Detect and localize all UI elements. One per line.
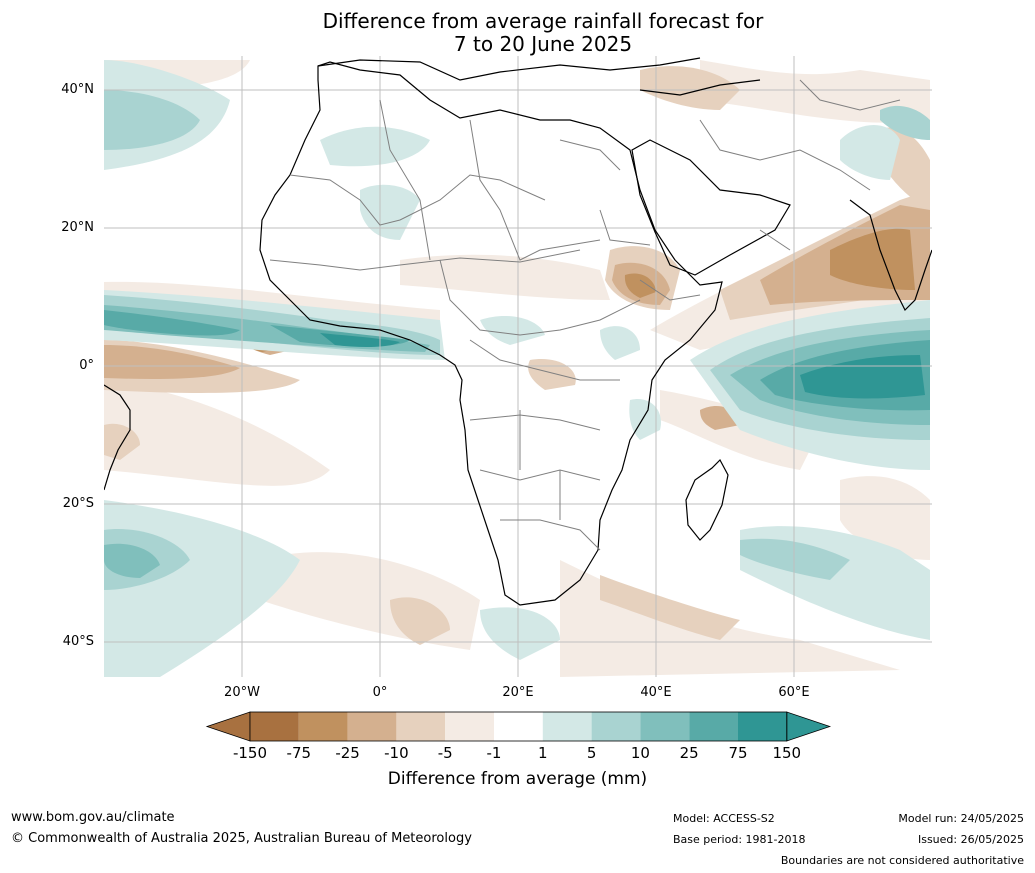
colorbar-label: Difference from average (mm) xyxy=(387,769,648,789)
footer-copyright: © Commonwealth of Australia 2025, Austra… xyxy=(11,831,472,846)
coastlines xyxy=(104,57,932,606)
footer-base-period: Base period: 1981-2018 xyxy=(673,833,806,846)
colorbar-segment xyxy=(640,712,690,741)
colorbar-segment xyxy=(347,712,397,741)
colorbar-tick-label: -1 xyxy=(486,744,502,762)
colorbar-overflow-arrow xyxy=(786,711,832,742)
colorbar-tick-label: -25 xyxy=(335,744,360,762)
colorbar-tick-label: -5 xyxy=(437,744,453,762)
map-title: Difference from average rainfall forecas… xyxy=(0,10,1035,56)
country-borders xyxy=(269,79,901,551)
colorbar-tick-label: 25 xyxy=(679,744,699,762)
footer-model-run: Model run: 24/05/2025 xyxy=(898,812,1024,825)
footer-model: Model: ACCESS-S2 xyxy=(673,812,775,825)
colorbar-tick-label: -150 xyxy=(232,744,268,762)
lat-label-40n: 40°N xyxy=(61,82,94,97)
colorbar-frame xyxy=(249,711,788,742)
colorbar-tick-label: -75 xyxy=(286,744,312,762)
lon-label-60e: 60°E xyxy=(778,685,810,700)
lon-label-40e: 40°E xyxy=(640,685,672,700)
anomaly-fields xyxy=(104,60,930,677)
lat-label-equator: 0° xyxy=(79,358,94,373)
colorbar-segment xyxy=(250,712,299,741)
map-title-line-1: Difference from average rainfall forecas… xyxy=(322,9,764,33)
colorbar-tick-label: 5 xyxy=(586,744,597,762)
colorbar-segment xyxy=(542,712,592,741)
colorbar-segment xyxy=(591,712,641,741)
colorbar-segment xyxy=(396,712,446,741)
lat-label-40s: 40°S xyxy=(62,634,94,649)
colorbar-underflow-arrow xyxy=(205,711,251,742)
lon-label-20w: 20°W xyxy=(224,685,260,700)
colorbar-tick-label: -10 xyxy=(384,744,409,762)
footer-url: www.bom.gov.au/climate xyxy=(11,810,175,825)
colorbar-tick-label: 150 xyxy=(772,744,802,762)
colorbar-segment xyxy=(298,712,348,741)
lon-label-0: 0° xyxy=(372,685,388,700)
colorbar-segment xyxy=(738,712,787,741)
map-title-line-2: 7 to 20 June 2025 xyxy=(453,32,633,56)
colorbar-segment xyxy=(689,712,738,741)
colorbar-segment xyxy=(494,712,543,741)
colorbar-segment xyxy=(445,712,494,741)
colorbar-tick-label: 75 xyxy=(728,744,748,762)
colorbar-tick-label: 1 xyxy=(538,744,548,762)
footer-disclaimer: Boundaries are not considered authoritat… xyxy=(780,854,1024,867)
lon-label-20e: 20°E xyxy=(502,685,534,700)
colorbar-tick-label: 10 xyxy=(630,744,650,762)
footer-issued: Issued: 26/05/2025 xyxy=(917,833,1024,846)
lat-label-20n: 20°N xyxy=(61,220,94,235)
lat-label-20s: 20°S xyxy=(62,496,94,511)
map-gridlines xyxy=(104,56,932,677)
